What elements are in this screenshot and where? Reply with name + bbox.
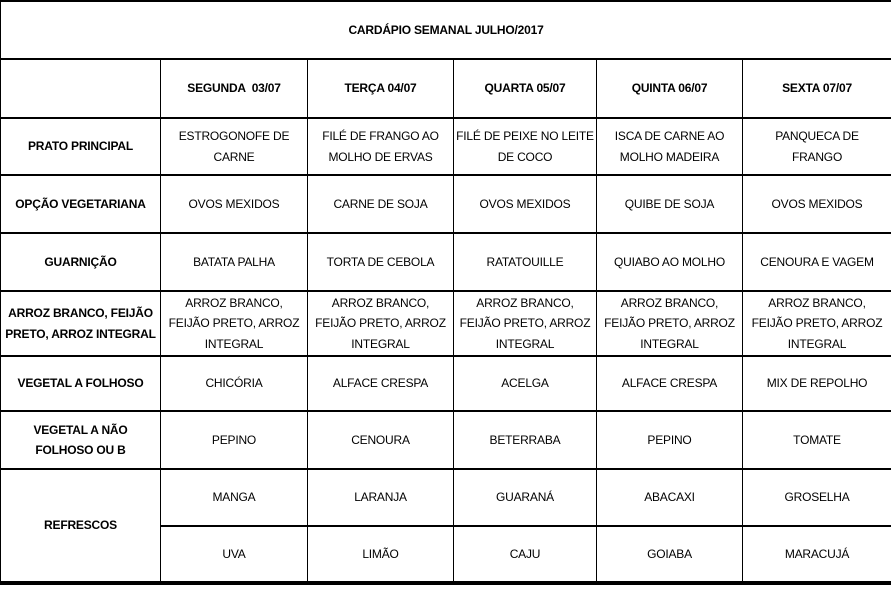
menu-cell: PEPINO [596, 410, 743, 471]
menu-cell: ARROZ BRANCO, FEIJÃO PRETO, ARROZ INTEGR… [741, 289, 891, 358]
menu-cell: ARROZ BRANCO, FEIJÃO PRETO, ARROZ INTEGR… [307, 289, 454, 358]
table-title: CARDÁPIO SEMANAL JULHO/2017 [0, 0, 891, 60]
menu-cell: ISCA DE CARNE AO MOLHO MADEIRA [596, 117, 743, 176]
menu-cell: RATATOUILLE [453, 232, 597, 292]
menu-cell: MANGA [160, 468, 308, 528]
menu-cell: CENOURA E VAGEM [741, 232, 891, 292]
row-label-prato-principal: PRATO PRINCIPAL [0, 117, 161, 176]
row-label-refrescos: REFRESCOS [0, 468, 161, 585]
menu-cell: ALFACE CRESPA [596, 355, 743, 413]
table-row: ARROZ BRANCO, FEIJÃO PRETO, ARROZ INTEGR… [0, 289, 891, 358]
title-row: CARDÁPIO SEMANAL JULHO/2017 [0, 0, 891, 60]
menu-cell: FILÉ DE PEIXE NO LEITE DE COCO [453, 117, 597, 176]
table-row: GUARNIÇÃO BATATA PALHA TORTA DE CEBOLA R… [0, 232, 891, 292]
menu-cell: GUARANÁ [453, 468, 597, 528]
row-label-arroz-feijao: ARROZ BRANCO, FEIJÃO PRETO, ARROZ INTEGR… [0, 289, 161, 358]
menu-cell: ARROZ BRANCO, FEIJÃO PRETO, ARROZ INTEGR… [596, 289, 743, 358]
row-label-opcao-vegetariana: OPÇÃO VEGETARIANA [0, 174, 161, 234]
menu-cell: ARROZ BRANCO, FEIJÃO PRETO, ARROZ INTEGR… [453, 289, 597, 358]
menu-cell: ALFACE CRESPA [307, 355, 454, 413]
menu-cell: OVOS MEXIDOS [160, 174, 308, 234]
menu-cell: BETERRABA [453, 410, 597, 471]
menu-cell: CHICÓRIA [160, 355, 308, 413]
menu-cell: OVOS MEXIDOS [453, 174, 597, 234]
header-row: SEGUNDA 03/07 TERÇA 04/07 QUARTA 05/07 Q… [0, 58, 891, 119]
menu-cell: MIX DE REPOLHO [741, 355, 891, 413]
menu-cell: OVOS MEXIDOS [741, 174, 891, 234]
menu-cell: MARACUJÁ [741, 525, 891, 585]
menu-cell: PEPINO [160, 410, 308, 471]
menu-cell: ARROZ BRANCO, FEIJÃO PRETO, ARROZ INTEGR… [160, 289, 308, 358]
table-row: OPÇÃO VEGETARIANA OVOS MEXIDOS CARNE DE … [0, 174, 891, 234]
menu-table: CARDÁPIO SEMANAL JULHO/2017 SEGUNDA 03/0… [0, 0, 891, 586]
table-row: VEGETAL A FOLHOSO CHICÓRIA ALFACE CRESPA… [0, 355, 891, 413]
menu-cell: GROSELHA [741, 468, 891, 528]
menu-cell: CENOURA [307, 410, 454, 471]
table-row: VEGETAL A NÃO FOLHOSO OU B PEPINO CENOUR… [0, 410, 891, 471]
row-label-vegetal-folhoso: VEGETAL A FOLHOSO [0, 355, 161, 413]
table-row: UVA LIMÃO CAJU GOIABA MARACUJÁ [1, 525, 891, 585]
menu-cell: CARNE DE SOJA [307, 174, 454, 234]
table-row: REFRESCOS MANGA LARANJA GUARANÁ ABACAXI … [0, 468, 891, 585]
table-row: PRATO PRINCIPAL ESTROGONOFE DE CARNE FIL… [0, 117, 891, 176]
day-header-monday: SEGUNDA 03/07 [160, 58, 308, 119]
menu-cell: ESTROGONOFE DE CARNE [160, 117, 308, 176]
menu-cell: BATATA PALHA [160, 232, 308, 292]
menu-cell: LIMÃO [307, 525, 454, 585]
corner-cell [0, 58, 161, 119]
menu-cell: CAJU [453, 525, 597, 585]
menu-cell: ABACAXI [596, 468, 743, 528]
day-header-tuesday: TERÇA 04/07 [307, 58, 454, 119]
day-header-thursday: QUINTA 06/07 [596, 58, 743, 119]
menu-cell: TORTA DE CEBOLA [307, 232, 454, 292]
menu-cell: QUIBE DE SOJA [596, 174, 743, 234]
menu-cell: QUIABO AO MOLHO [596, 232, 743, 292]
row-label-vegetal-nao-folhoso: VEGETAL A NÃO FOLHOSO OU B [0, 410, 161, 471]
menu-cell: UVA [160, 525, 308, 585]
menu-cell: PANQUECA DE FRANGO [741, 117, 891, 176]
row-label-guarnicao: GUARNIÇÃO [0, 232, 161, 292]
day-header-friday: SEXTA 07/07 [741, 58, 891, 119]
menu-cell: GOIABA [596, 525, 743, 585]
day-header-wednesday: QUARTA 05/07 [453, 58, 597, 119]
menu-cell: ACELGA [453, 355, 597, 413]
menu-cell: FILÉ DE FRANGO AO MOLHO DE ERVAS [307, 117, 454, 176]
menu-cell: LARANJA [307, 468, 454, 528]
menu-cell: TOMATE [741, 410, 891, 471]
